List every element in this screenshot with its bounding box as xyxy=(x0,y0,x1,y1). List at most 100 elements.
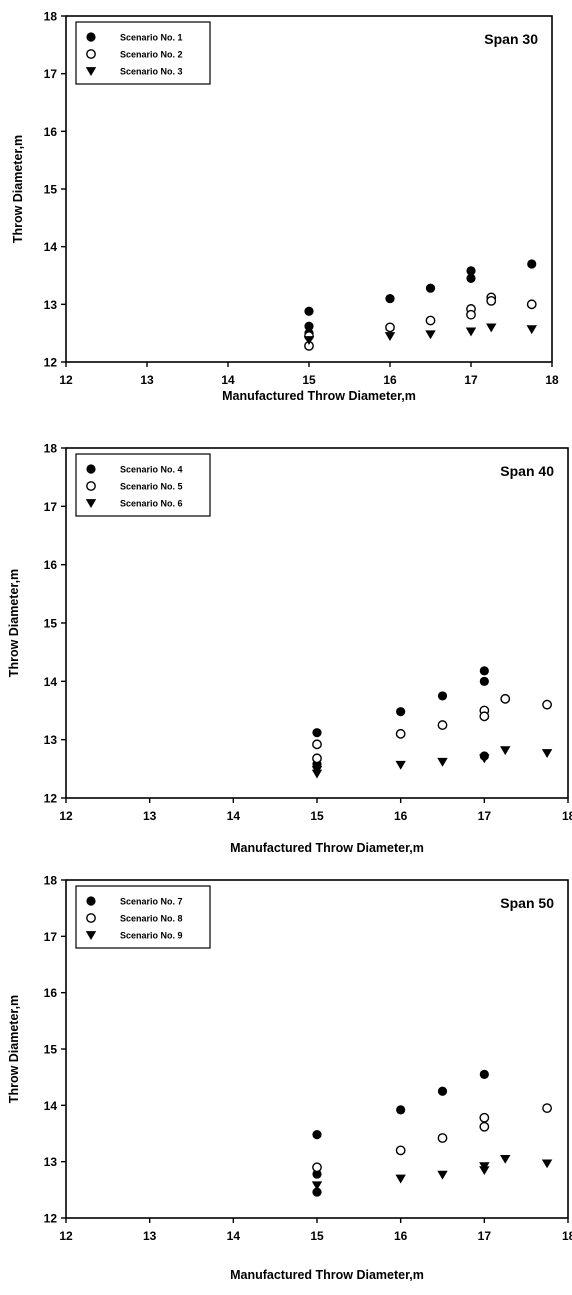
y-tick-label: 17 xyxy=(44,500,58,514)
data-point xyxy=(312,1169,322,1179)
chart-panel-span-30: 12 13 14 15 16 17 18 12 13 14 15 16 17 18 Manufactured… xyxy=(0,0,572,432)
series-scenario-no-5 xyxy=(312,693,552,764)
y-tick-label: 12 xyxy=(44,1212,58,1226)
y-tick-label: 17 xyxy=(44,930,58,944)
x-tick-label: 14 xyxy=(227,809,241,823)
x-tick-label: 18 xyxy=(562,809,572,823)
legend-marker-scenario-no-8 xyxy=(86,913,96,923)
data-point xyxy=(395,760,406,770)
y-tick-label: 14 xyxy=(44,1099,58,1113)
data-point xyxy=(437,720,448,730)
chart-panel-span-40: 12 13 14 15 16 17 18 12 13 14 15 16 17 18 Manufactured… xyxy=(0,432,572,864)
x-axis-title: Manufactured Throw Diameter,m xyxy=(222,389,416,403)
data-point xyxy=(395,1174,406,1184)
y-tick-label: 18 xyxy=(44,10,58,24)
x-tick-label: 13 xyxy=(143,1229,157,1243)
x-axis-title: Manufactured Throw Diameter,m xyxy=(230,1268,424,1282)
legend: Scenario No. 7 Scenario No. 8 Scenario No.… xyxy=(75,885,211,949)
data-point xyxy=(466,266,476,276)
data-point xyxy=(312,739,322,750)
y-tick-label: 12 xyxy=(44,356,58,370)
data-point xyxy=(437,1086,448,1096)
data-point xyxy=(479,676,489,686)
series-scenario-no-7 xyxy=(312,1069,489,1197)
y-tick-label: 13 xyxy=(44,298,58,312)
legend: Scenario No. 4 Scenario No. 5 Scenario No.… xyxy=(75,453,211,517)
x-tick-label: 17 xyxy=(464,373,478,387)
y-tick-label: 14 xyxy=(44,675,58,689)
data-point xyxy=(465,327,477,337)
legend-label-scenario-no-3: Scenario No. 3 xyxy=(120,67,183,77)
x-tick-label: 15 xyxy=(310,1229,324,1243)
data-point xyxy=(437,757,448,767)
legend-label-scenario-no-1: Scenario No. 1 xyxy=(120,33,183,43)
data-point xyxy=(466,309,476,320)
data-point xyxy=(395,1145,406,1156)
y-tick-label: 18 xyxy=(44,442,58,456)
data-point xyxy=(526,325,537,335)
data-point xyxy=(479,754,490,764)
legend-marker-scenario-no-7 xyxy=(86,896,96,906)
data-point xyxy=(312,728,322,738)
y-tick-label: 13 xyxy=(44,733,58,747)
data-point xyxy=(437,1133,448,1143)
legend-label-scenario-no-2: Scenario No. 2 xyxy=(120,50,183,60)
y-tick-label: 15 xyxy=(44,617,58,631)
legend-marker-scenario-no-1 xyxy=(86,32,96,42)
x-tick-label: 18 xyxy=(562,1229,572,1243)
data-point xyxy=(304,306,314,316)
data-point xyxy=(486,323,497,333)
y-tick-label: 14 xyxy=(44,240,58,254)
data-point xyxy=(384,332,396,341)
data-point xyxy=(312,1187,322,1197)
data-point xyxy=(479,666,489,676)
y-axis-title: Throw Diameter,m xyxy=(11,135,25,243)
data-point xyxy=(500,1154,511,1164)
data-point xyxy=(500,693,511,704)
data-point xyxy=(303,336,315,346)
chart-span-30: 12 13 14 15 16 17 18 12 13 14 15 16 17 18 Manufactured… xyxy=(11,10,559,404)
y-tick-label: 13 xyxy=(44,1155,58,1169)
y-tick-label: 12 xyxy=(44,792,58,806)
data-point xyxy=(304,321,314,331)
data-point xyxy=(396,1105,406,1115)
data-point xyxy=(396,707,406,717)
x-axis-title: Manufactured Throw Diameter,m xyxy=(230,841,424,855)
legend-label-scenario-no-5: Scenario No. 5 xyxy=(120,482,183,492)
x-tick-label: 13 xyxy=(140,373,154,387)
y-tick-label: 17 xyxy=(44,67,58,81)
y-tick-label: 16 xyxy=(44,125,58,139)
data-point xyxy=(479,711,490,722)
series-scenario-no-2 xyxy=(304,292,537,351)
y-axis-title: Throw Diameter,m xyxy=(7,995,21,1103)
y-tick-label: 18 xyxy=(44,874,58,888)
x-tick-label: 18 xyxy=(545,373,559,387)
x-tick-label: 12 xyxy=(59,373,73,387)
x-tick-label: 15 xyxy=(302,373,316,387)
legend-box xyxy=(75,885,211,949)
x-tick-label: 12 xyxy=(59,1229,73,1243)
legend: Scenario No. 1 Scenario No. 2 Scenario No.… xyxy=(75,21,211,85)
x-tick-label: 14 xyxy=(227,1229,241,1243)
y-tick-label: 15 xyxy=(44,183,58,197)
data-point xyxy=(542,699,552,710)
legend-label-scenario-no-9: Scenario No. 9 xyxy=(120,931,183,941)
x-tick-label: 17 xyxy=(478,809,492,823)
x-tick-label: 14 xyxy=(221,373,235,387)
legend-marker-scenario-no-4 xyxy=(86,464,96,474)
series-scenario-no-3 xyxy=(303,323,537,346)
legend-marker-scenario-no-6 xyxy=(85,499,97,508)
x-tick-label: 16 xyxy=(394,809,408,823)
data-point xyxy=(479,1112,490,1123)
data-point xyxy=(542,1103,552,1114)
legend-marker-scenario-no-2 xyxy=(86,49,96,59)
legend-box xyxy=(75,453,211,517)
data-point xyxy=(385,322,395,333)
data-point xyxy=(395,728,406,739)
legend-label-scenario-no-8: Scenario No. 8 xyxy=(120,914,183,924)
data-point xyxy=(385,293,395,304)
data-point xyxy=(479,1162,490,1172)
legend-label-scenario-no-7: Scenario No. 7 xyxy=(120,897,183,907)
data-point xyxy=(500,746,511,756)
data-point xyxy=(526,299,537,310)
